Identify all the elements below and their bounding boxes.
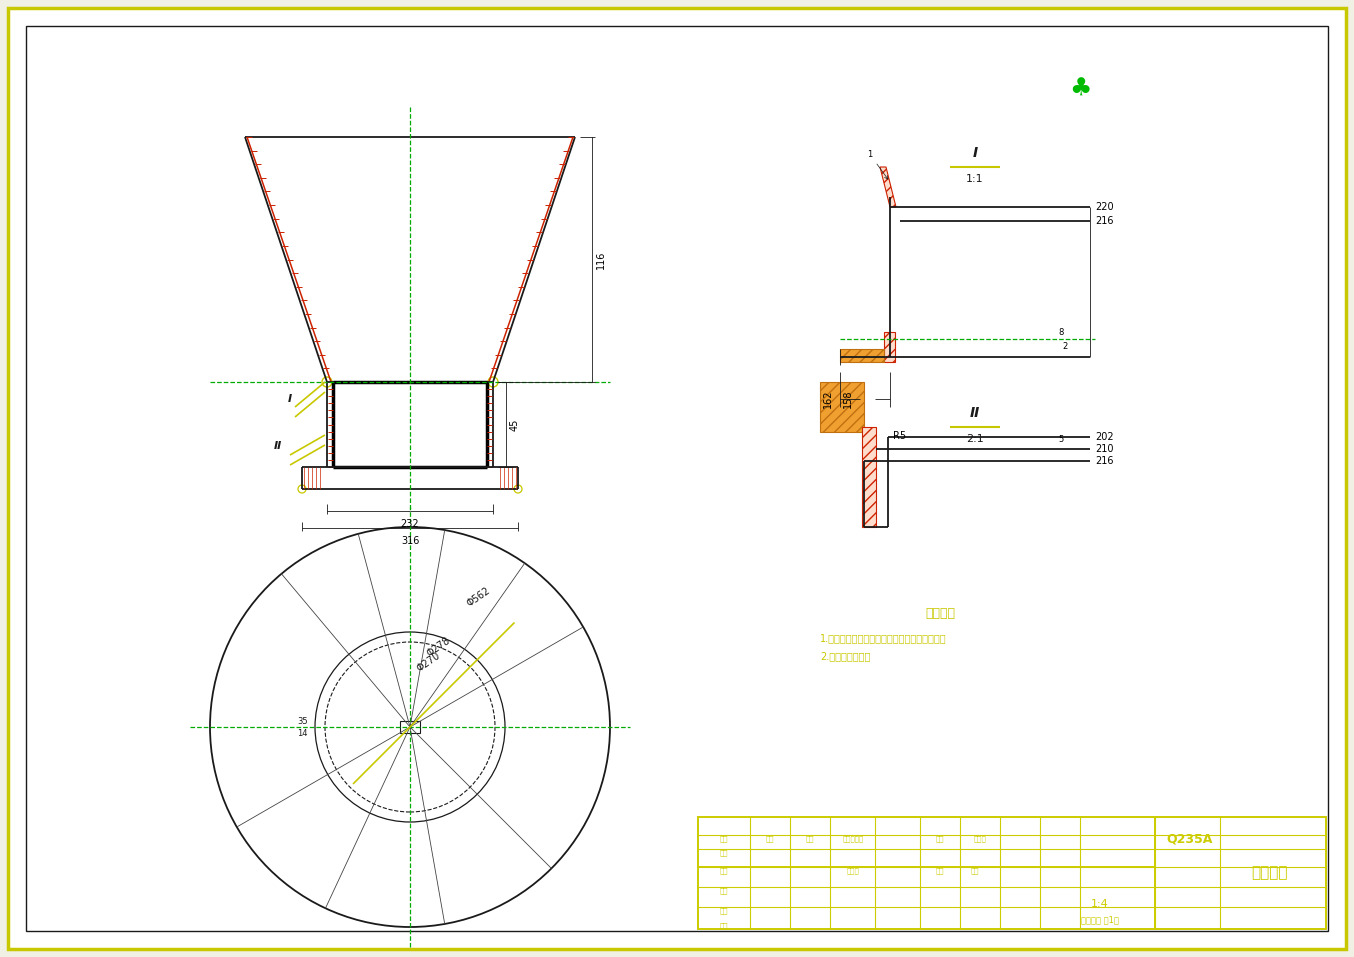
Text: 1:1: 1:1 xyxy=(967,174,984,184)
Text: 技术要求: 技术要求 xyxy=(925,607,955,620)
Text: 标准化: 标准化 xyxy=(846,867,860,874)
Text: 158: 158 xyxy=(844,389,853,409)
Text: 数量: 数量 xyxy=(936,867,944,874)
Text: 年月日: 年月日 xyxy=(974,835,986,841)
Text: 审核: 审核 xyxy=(720,887,728,894)
Text: 14: 14 xyxy=(297,729,307,738)
Text: 5: 5 xyxy=(1057,435,1063,444)
Text: 232: 232 xyxy=(401,519,420,529)
Text: 116: 116 xyxy=(596,251,607,269)
Text: 220: 220 xyxy=(1095,202,1113,212)
Text: 162: 162 xyxy=(823,389,833,409)
Text: 2.除尺寸按公制。: 2.除尺寸按公制。 xyxy=(821,651,871,661)
Text: 316: 316 xyxy=(401,536,420,546)
Text: 1:4: 1:4 xyxy=(1091,899,1109,909)
Text: 2:1: 2:1 xyxy=(967,434,984,444)
Text: I: I xyxy=(288,394,292,404)
Polygon shape xyxy=(821,382,864,432)
Text: 202: 202 xyxy=(1095,432,1113,442)
Text: 合料斗东: 合料斗东 xyxy=(1251,865,1288,880)
Text: 45: 45 xyxy=(510,418,520,431)
Text: 设计: 设计 xyxy=(720,849,728,856)
Text: II: II xyxy=(274,441,282,451)
Polygon shape xyxy=(880,167,896,207)
Text: 分区: 分区 xyxy=(806,835,814,841)
Text: 处数: 处数 xyxy=(766,835,774,841)
Polygon shape xyxy=(839,349,884,362)
Text: 校对: 校对 xyxy=(720,867,728,874)
Bar xyxy=(399,721,420,733)
Text: R5: R5 xyxy=(894,431,906,441)
Text: I: I xyxy=(972,146,978,160)
Bar xyxy=(699,817,1326,929)
Text: II: II xyxy=(969,406,980,420)
Text: 更改文件号: 更改文件号 xyxy=(842,835,864,841)
Text: 单位: 单位 xyxy=(971,867,979,874)
Text: Φ278: Φ278 xyxy=(425,635,452,659)
Text: 1: 1 xyxy=(868,150,888,179)
Text: 工艺: 工艺 xyxy=(720,907,728,914)
Text: 216: 216 xyxy=(1095,456,1113,466)
Text: Φ562: Φ562 xyxy=(464,586,493,609)
Text: Q235A: Q235A xyxy=(1167,832,1213,845)
Text: 2: 2 xyxy=(1062,342,1067,351)
Text: 8: 8 xyxy=(1057,328,1063,337)
Text: 1.除标注外，其余尺寸、分度等均按图示制造。: 1.除标注外，其余尺寸、分度等均按图示制造。 xyxy=(821,633,946,643)
Text: ♣: ♣ xyxy=(1068,77,1091,101)
Text: 216: 216 xyxy=(1095,216,1113,226)
Text: Φ270: Φ270 xyxy=(414,651,443,674)
Text: 签名: 签名 xyxy=(936,835,944,841)
Text: 批准: 批准 xyxy=(720,922,728,928)
Text: 210: 210 xyxy=(1095,444,1113,454)
Text: 标记: 标记 xyxy=(720,835,728,841)
Polygon shape xyxy=(884,332,895,362)
Text: 35: 35 xyxy=(297,717,307,726)
Text: 大学院校 第1张: 大学院校 第1张 xyxy=(1080,915,1118,924)
Polygon shape xyxy=(862,427,876,527)
